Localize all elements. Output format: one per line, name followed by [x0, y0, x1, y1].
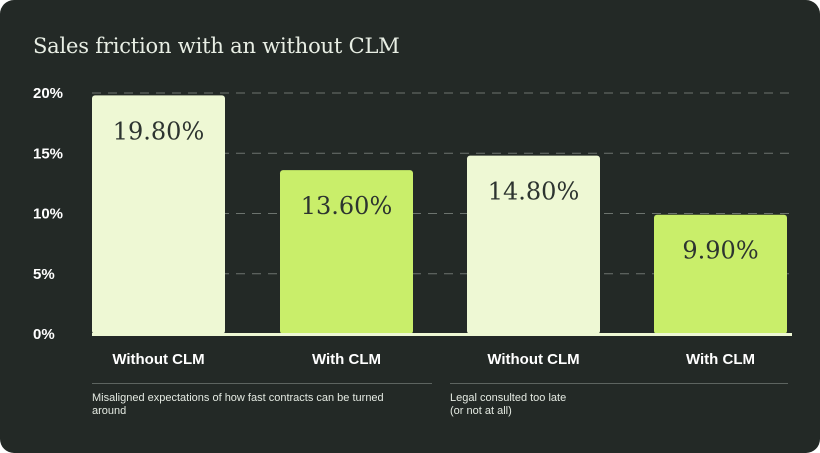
- bar-with-clm: [280, 170, 413, 334]
- bar-value-label: 9.90%: [682, 237, 758, 265]
- y-tick-label: 5%: [33, 266, 55, 283]
- x-axis-labels: Without CLM With CLM Without CLM With CLM: [112, 351, 755, 368]
- bars: [92, 95, 792, 336]
- x-category-label: With CLM: [312, 351, 381, 368]
- bar-without-clm: [467, 155, 600, 334]
- group-label-legal-consulted-late: Legal consulted too late (or not at all): [450, 392, 567, 417]
- bar-with-clm: [654, 214, 787, 334]
- bar-value-label: 14.80%: [488, 178, 580, 206]
- y-tick-label: 15%: [33, 145, 63, 162]
- bar-value-label: 19.80%: [113, 117, 205, 145]
- group-label-misaligned-expectations: Misaligned expectations of how fast cont…: [92, 392, 384, 417]
- y-tick-label: 20%: [33, 85, 63, 102]
- bar-without-clm: [92, 95, 225, 334]
- y-tick-label: 10%: [33, 206, 63, 223]
- bar-value-label: 13.60%: [301, 192, 393, 220]
- y-tick-label: 0%: [33, 326, 55, 343]
- x-axis-baseline: [92, 333, 792, 336]
- value-labels: 19.80% 13.60% 14.80% 9.90%: [113, 117, 759, 264]
- chart-title: Sales friction with an without CLM: [33, 34, 400, 58]
- x-category-label: With CLM: [686, 351, 755, 368]
- x-category-label: Without CLM: [112, 351, 204, 368]
- x-category-label: Without CLM: [487, 351, 579, 368]
- y-axis-ticks: 0% 5% 10% 15% 20%: [33, 85, 63, 343]
